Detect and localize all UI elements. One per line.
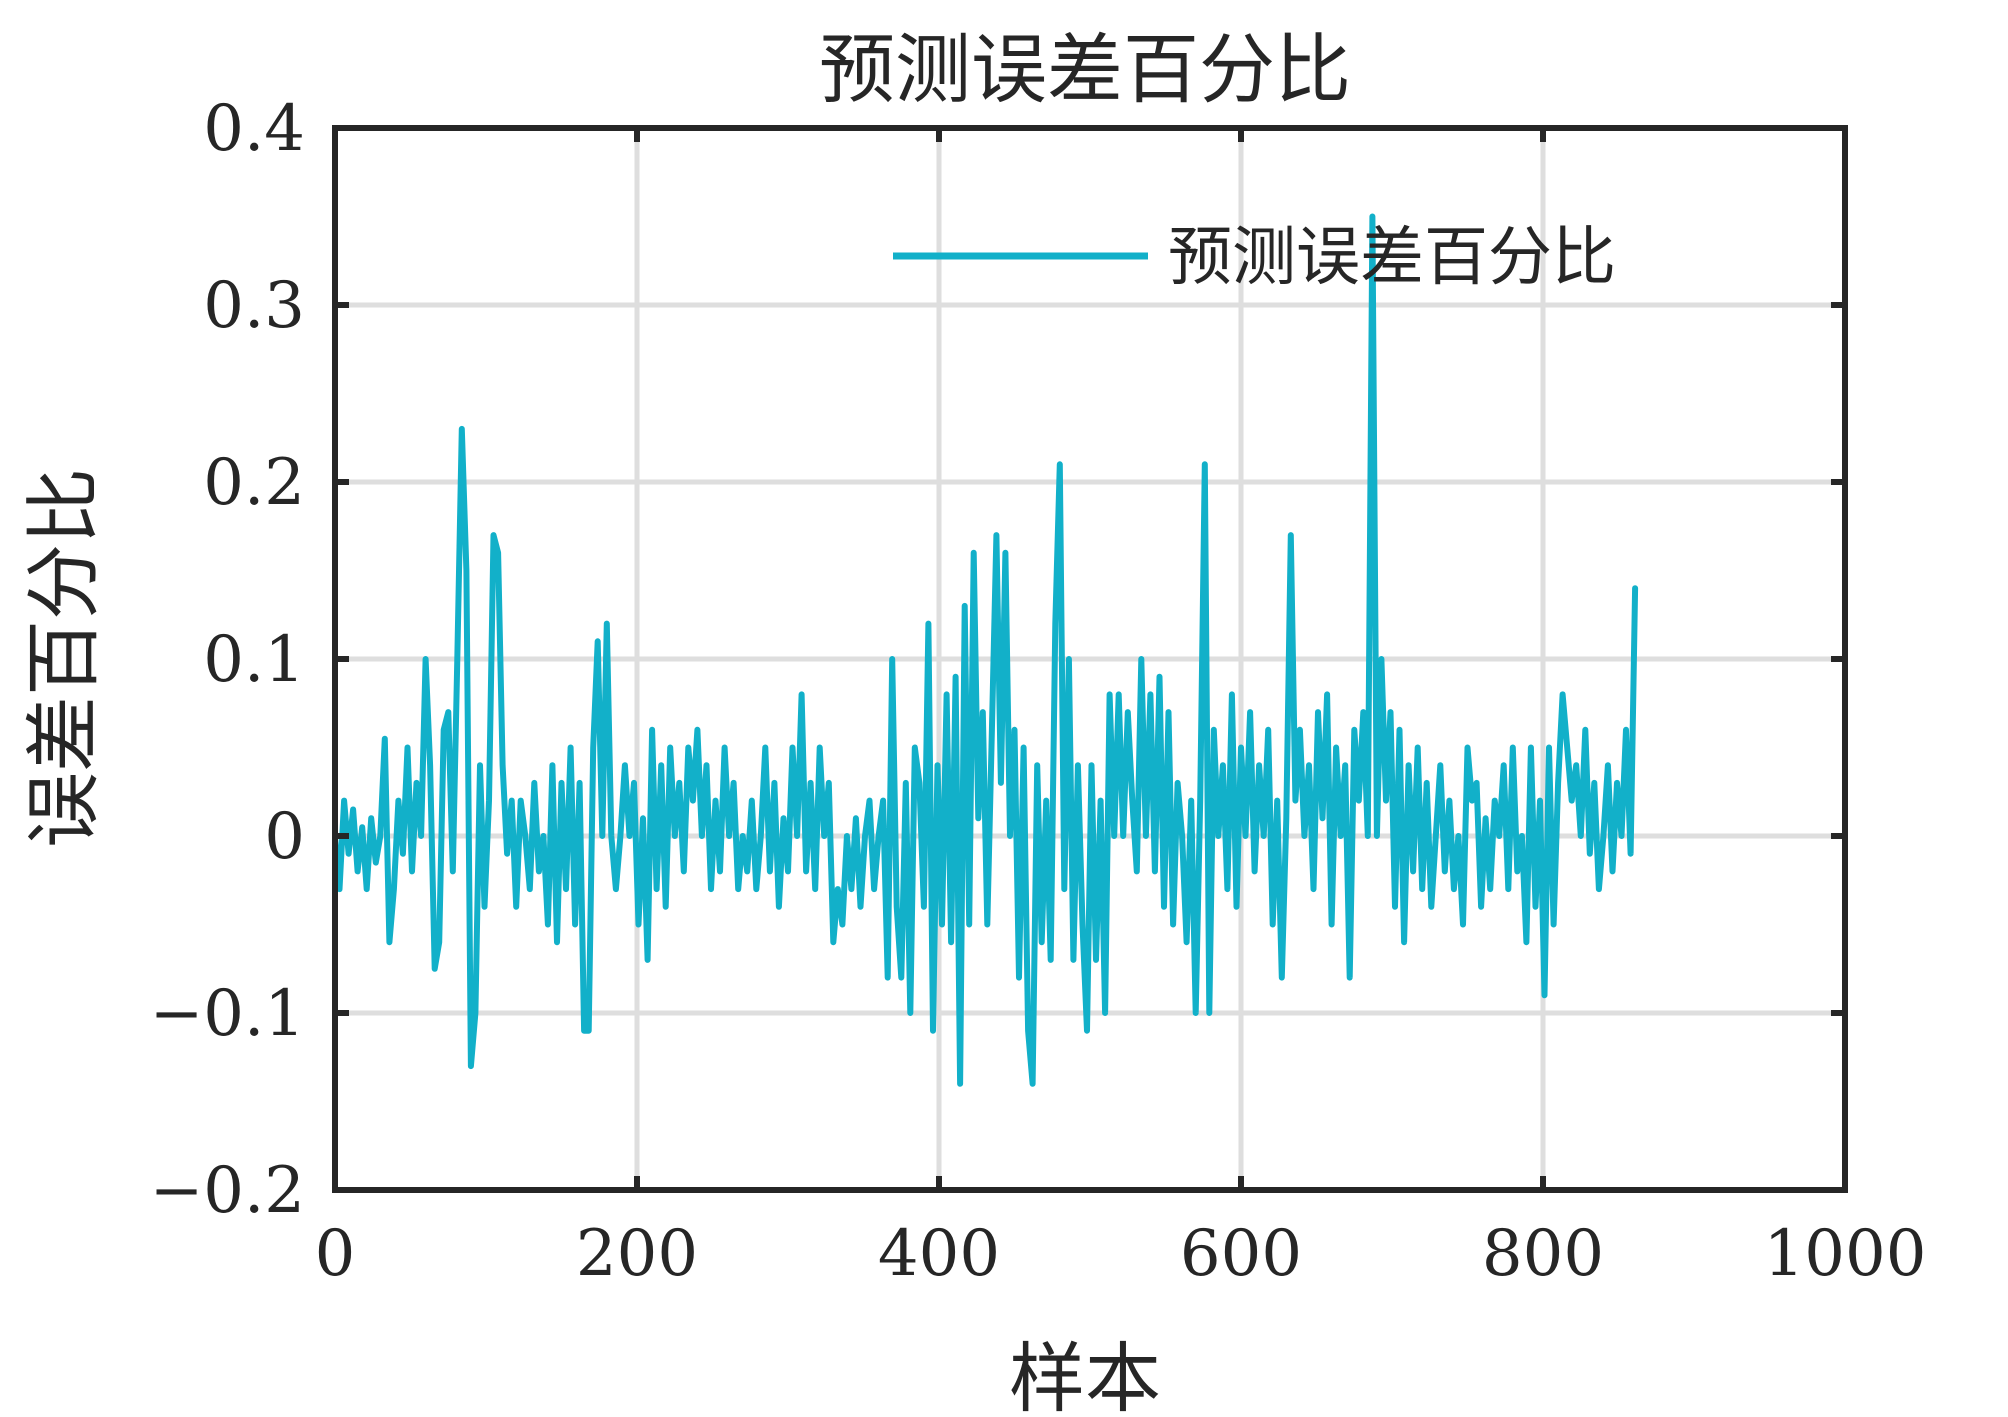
y-tick-label-3: 0.1 bbox=[203, 623, 305, 697]
x-tick-label-5: 1000 bbox=[1764, 1217, 1927, 1291]
y-tick-label-1: −0.1 bbox=[150, 977, 305, 1051]
series-layer bbox=[332, 213, 1639, 1087]
y-tick-label-0: −0.2 bbox=[150, 1154, 305, 1228]
y-tick-label-5: 0.3 bbox=[203, 269, 305, 343]
chart-title: 预测误差百分比 bbox=[819, 25, 1351, 114]
x-tick-label-3: 600 bbox=[1180, 1217, 1302, 1291]
y-axis-label: 误差百分比 bbox=[19, 468, 108, 848]
x-axis-label: 样本 bbox=[1009, 1334, 1161, 1417]
x-tick-label-0: 0 bbox=[315, 1217, 356, 1291]
x-tick-label-2: 400 bbox=[878, 1217, 1000, 1291]
x-tick-label-4: 800 bbox=[1482, 1217, 1604, 1291]
y-tick-label-6: 0.4 bbox=[203, 92, 305, 166]
legend: 预测误差百分比 bbox=[893, 221, 1616, 295]
series-line-0 bbox=[332, 213, 1639, 1087]
legend-label: 预测误差百分比 bbox=[1168, 221, 1616, 295]
x-tick-labels: 0 200 400 600 800 1000 bbox=[315, 1217, 1927, 1291]
y-tick-label-4: 0.2 bbox=[203, 446, 305, 520]
y-tick-labels: −0.2 −0.1 0 0.1 0.2 0.3 0.4 bbox=[150, 92, 305, 1228]
x-tick-label-1: 200 bbox=[576, 1217, 698, 1291]
tick-marks bbox=[332, 125, 1848, 1193]
y-tick-label-2: 0 bbox=[264, 800, 305, 874]
